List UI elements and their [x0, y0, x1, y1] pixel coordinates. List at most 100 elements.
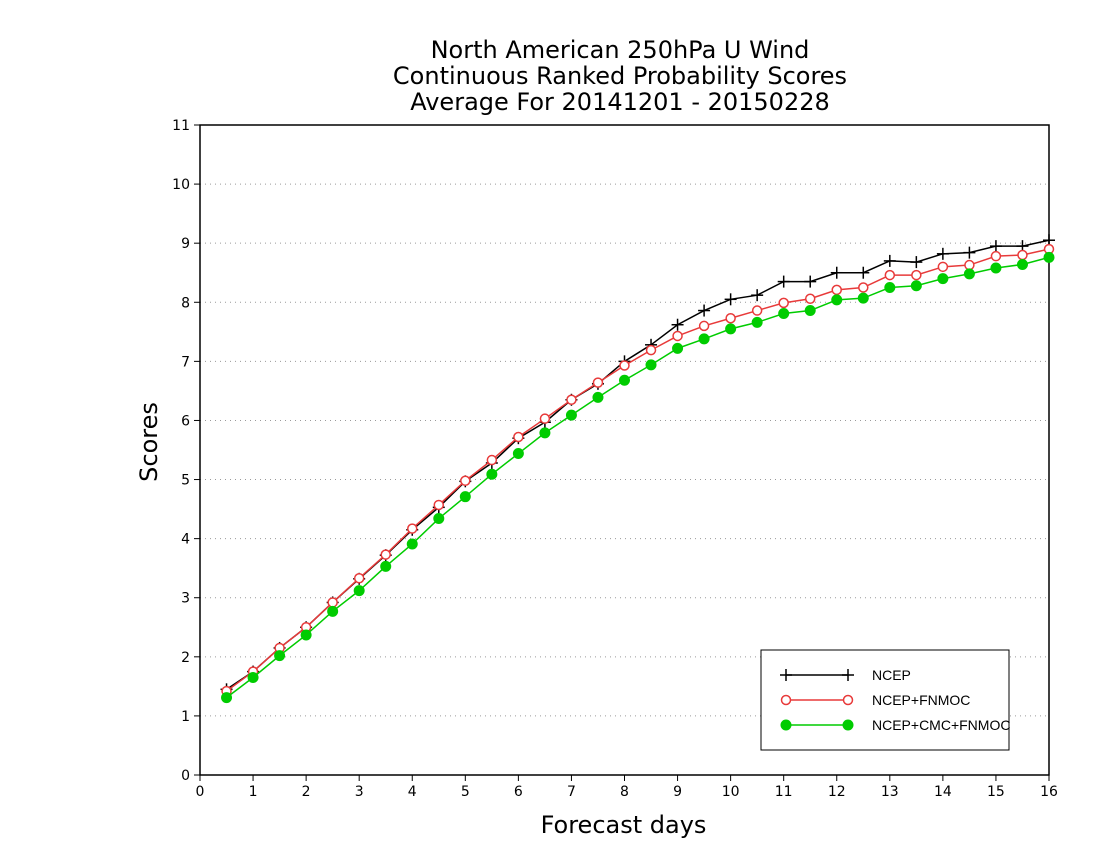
data-point: [539, 427, 551, 439]
data-point: [592, 391, 604, 403]
data-point: [433, 499, 445, 511]
data-point: [1017, 249, 1028, 261]
data-point: [936, 247, 949, 260]
data-point: [910, 256, 923, 269]
data-point: [619, 360, 630, 371]
y-tick-label: 9: [181, 236, 190, 252]
data-point: [698, 304, 711, 317]
x-tick-label: 6: [514, 784, 523, 800]
x-tick-label: 4: [408, 784, 417, 800]
data-point: [407, 523, 418, 534]
data-point: [751, 289, 764, 302]
legend-marker: [780, 719, 792, 731]
x-tick-label: 8: [620, 784, 629, 800]
data-point: [327, 605, 339, 617]
x-tick-label: 15: [987, 784, 1005, 800]
legend-marker: [842, 719, 854, 731]
y-tick-label: 1: [181, 709, 190, 725]
data-point: [433, 513, 445, 525]
data-point: [353, 572, 365, 584]
data-point: [221, 692, 233, 704]
y-tick-label: 8: [181, 295, 190, 311]
legend-label: NCEP+FNMOC: [872, 692, 970, 708]
series-line: [226, 256, 1050, 699]
data-point: [831, 294, 843, 306]
data-point: [565, 409, 577, 421]
y-tick-label: 6: [181, 413, 190, 429]
y-tick-label: 0: [181, 768, 190, 784]
data-point: [989, 240, 1002, 253]
data-point: [486, 454, 498, 466]
data-point: [460, 475, 471, 486]
y-tick-label: 5: [181, 473, 190, 489]
data-point: [513, 431, 524, 443]
data-point: [671, 318, 684, 331]
x-tick-label: 7: [567, 784, 576, 800]
x-tick-label: 14: [934, 784, 952, 800]
x-tick-label: 10: [722, 784, 740, 800]
data-point: [1043, 251, 1055, 263]
y-tick-label: 4: [181, 532, 190, 548]
x-tick-label: 2: [302, 784, 311, 800]
data-point: [672, 330, 683, 342]
legend-marker: [780, 694, 792, 706]
data-point: [910, 280, 922, 292]
data-point: [486, 468, 498, 480]
data-point: [963, 246, 976, 259]
data-point: [300, 629, 312, 641]
data-point: [725, 323, 737, 335]
y-tick-label: 10: [172, 177, 190, 193]
series-layer: [220, 234, 1055, 704]
x-tick-label: 12: [828, 784, 846, 800]
legend-marker: [842, 694, 854, 706]
legend: NCEP NCEP+FNMOC NCEP+CMC+FNMOC: [760, 649, 1010, 751]
data-point: [804, 293, 816, 304]
x-axis-title: Forecast days: [541, 811, 707, 839]
data-point: [804, 275, 817, 288]
data-point: [725, 312, 736, 324]
data-point: [831, 284, 842, 296]
x-tick-label: 5: [461, 784, 470, 800]
data-point: [937, 273, 949, 285]
data-point: [672, 342, 684, 354]
data-point: [884, 282, 896, 293]
data-point: [911, 269, 922, 281]
data-point: [698, 320, 710, 332]
data-point: [857, 266, 870, 279]
data-point: [751, 316, 763, 328]
chart-title-line-3: Average For 20141201 - 20150228: [410, 88, 830, 116]
data-point: [698, 333, 710, 345]
data-point: [1016, 258, 1028, 270]
data-point: [724, 293, 737, 306]
x-tick-label: 16: [1040, 784, 1058, 800]
series-ncep-fnmoc: [221, 243, 1055, 697]
data-point: [327, 597, 338, 608]
series-line: [226, 239, 1050, 690]
data-point: [380, 549, 391, 560]
data-point: [990, 262, 1002, 274]
data-point: [247, 672, 259, 683]
data-point: [406, 538, 418, 550]
chart-title-line-1: North American 250hPa U Wind: [430, 36, 810, 64]
data-point: [883, 254, 896, 267]
x-tick-label: 11: [775, 784, 793, 800]
x-tick-label: 3: [355, 784, 364, 800]
data-point: [778, 297, 789, 309]
y-tick-label: 7: [181, 354, 190, 370]
legend-marker: [842, 669, 854, 681]
data-point: [512, 448, 524, 460]
series-line: [226, 248, 1050, 692]
data-point: [459, 491, 471, 503]
data-point: [857, 292, 869, 304]
data-point: [937, 261, 949, 273]
data-point: [778, 308, 790, 319]
legend-label: NCEP+CMC+FNMOC: [872, 717, 1010, 733]
data-point: [804, 305, 816, 317]
legend-label: NCEP: [872, 667, 911, 683]
series-ncep-cmc-fnmoc: [221, 251, 1055, 704]
y-tick-label: 3: [181, 591, 190, 607]
y-tick-label: 11: [172, 118, 190, 134]
x-tick-label: 9: [673, 784, 682, 800]
